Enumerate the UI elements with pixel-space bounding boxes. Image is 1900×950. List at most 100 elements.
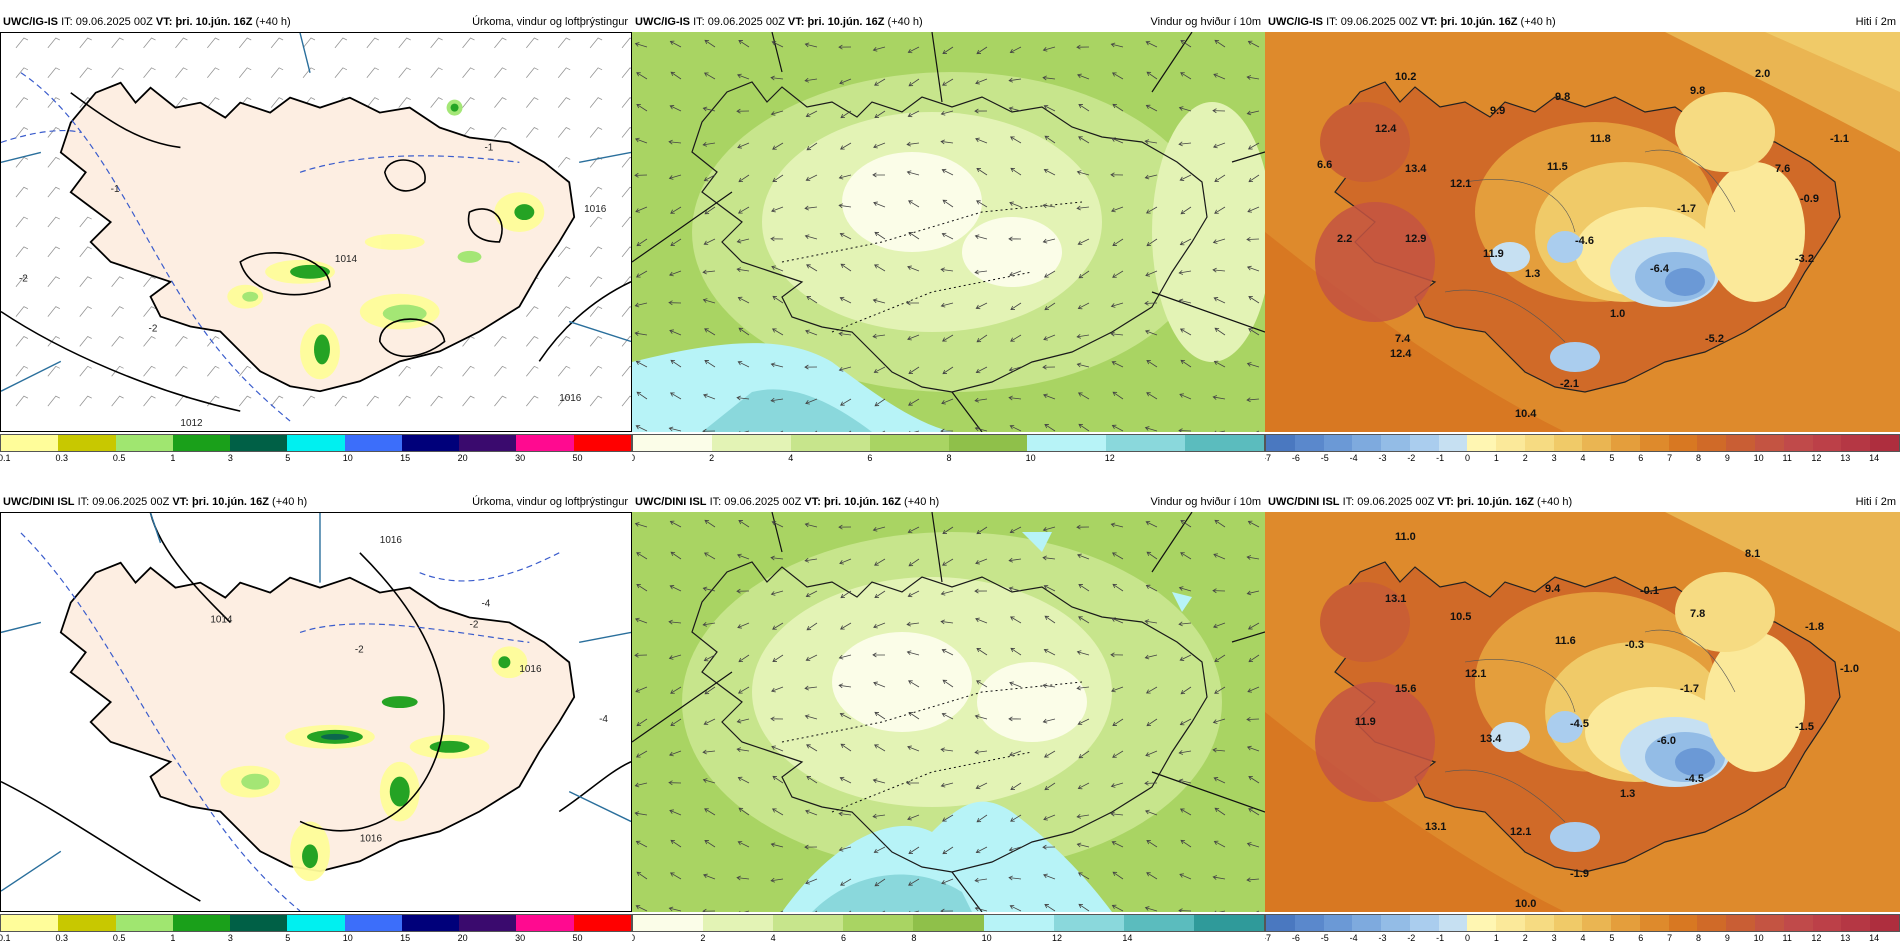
wind-arrow <box>1112 750 1124 758</box>
wind-barb <box>15 67 29 79</box>
wind-arrow <box>1077 73 1090 80</box>
wind-arrow <box>738 654 750 663</box>
wind-arrow <box>1213 360 1226 368</box>
wind-arrow <box>1042 844 1056 850</box>
wind-arrow <box>669 750 682 757</box>
temp-value-label: 10.4 <box>1515 408 1537 420</box>
temp-value-label: -2.1 <box>1560 378 1579 390</box>
wind-arrow <box>1248 776 1260 784</box>
wind-barb <box>494 335 507 347</box>
wind-arrow <box>1078 583 1090 592</box>
it-label: IT: <box>1326 16 1338 28</box>
colorbar-label: 8 <box>1695 933 1701 943</box>
colorbar-swatch <box>843 915 914 931</box>
colorbar-swatch <box>1553 915 1583 931</box>
wind-arrow <box>702 622 716 627</box>
colorbar-swatch <box>1 435 59 451</box>
wind-arrow <box>838 331 852 337</box>
isotherm-label: -2 <box>470 619 479 630</box>
wind-arrow <box>1043 814 1056 821</box>
wind-arrow <box>906 650 920 656</box>
wind-arrow <box>804 522 818 528</box>
wind-barb <box>238 67 252 79</box>
temp-value-label: 9.8 <box>1690 85 1705 97</box>
colorbar-swatch <box>401 435 460 451</box>
colorbar-swatch <box>1496 915 1525 931</box>
wind-arrow <box>1146 392 1158 400</box>
wind-arrow <box>1077 872 1090 880</box>
wind-arrow <box>804 205 818 211</box>
wind-arrow <box>940 908 954 912</box>
temp-value-label: 11.6 <box>1555 635 1576 647</box>
wind-arrow <box>1180 72 1192 80</box>
wind-barb <box>621 365 631 377</box>
wind-arrow <box>873 681 886 688</box>
wind-arrow <box>975 137 988 144</box>
wind-barb <box>175 335 188 347</box>
colorbar-swatch <box>344 435 402 451</box>
wind-arrow <box>976 647 988 656</box>
wind-barb <box>15 395 29 407</box>
wind-arrow <box>635 840 648 848</box>
wind-arrow <box>1255 910 1260 912</box>
wind-barb <box>15 127 29 138</box>
colorbar-label: 13 <box>1840 933 1851 943</box>
temp-value-label: 2.0 <box>1755 68 1770 80</box>
wind-arrow <box>1178 428 1192 432</box>
wind-arrow <box>840 398 852 406</box>
wind-barb <box>589 97 603 108</box>
colorbar-swatch <box>1266 435 1295 451</box>
wind-arrow <box>1112 583 1124 592</box>
colorbar-swatch <box>1668 435 1698 451</box>
wind-arrow <box>1179 328 1192 336</box>
colorbar-swatch <box>115 435 173 451</box>
colorbar-label: 9 <box>1724 933 1730 943</box>
colorbar-label: 2 <box>1522 453 1528 463</box>
temp-value-label: -1.7 <box>1680 683 1699 695</box>
isotherm-label: -2 <box>149 324 158 335</box>
wind-arrow <box>872 526 886 532</box>
colorbar-label: 10 <box>981 933 992 943</box>
wind-arrow <box>838 174 852 180</box>
wind-arrow <box>1246 265 1260 272</box>
wind-arrow <box>1008 106 1022 112</box>
wind-arrow <box>770 110 784 116</box>
wind-arrow <box>636 871 648 880</box>
wind-arrow <box>1043 334 1056 341</box>
wind-barb <box>15 306 29 317</box>
wind-arrow <box>1078 270 1090 279</box>
colorbar-label: 13 <box>1840 453 1851 463</box>
isobar-label: 1016 <box>360 833 383 844</box>
colorbar-swatch <box>459 435 517 451</box>
wind-arrow <box>736 108 750 114</box>
colorbar-swatch <box>1352 435 1382 451</box>
it-label: IT: <box>61 16 73 28</box>
wind-arrow <box>941 712 954 720</box>
wind-barb <box>47 276 60 287</box>
wind-barb <box>589 395 603 407</box>
colorbar-label: 2 <box>1522 933 1528 943</box>
wind-barb <box>526 335 539 347</box>
wind-arrow <box>908 878 920 886</box>
temp-colorbar <box>1265 434 1900 452</box>
colorbar-label: 10 <box>1025 453 1036 463</box>
wind-barb <box>621 156 631 168</box>
wind-arrow <box>976 167 988 176</box>
colorbar-label: 30 <box>515 933 526 943</box>
wind-arrow <box>1076 170 1090 176</box>
colorbar-swatch <box>1352 915 1382 931</box>
wind-arrow <box>670 551 682 560</box>
wind-arrow <box>840 110 852 119</box>
wind-barb <box>589 365 603 377</box>
wind-arrow <box>839 558 852 565</box>
wind-arrow <box>1078 616 1090 624</box>
wind-barb <box>175 365 188 377</box>
wind-barb <box>430 67 443 79</box>
wind-arrow <box>1144 174 1158 180</box>
wind-arrow <box>1110 782 1124 788</box>
colorbar-label: 4 <box>1580 453 1586 463</box>
wind-arrow <box>941 232 954 240</box>
colorbar-label: 12 <box>1811 453 1822 463</box>
wind-arrow <box>1179 654 1192 661</box>
wind-panel-top: UWC/IG-IS IT: 09.06.2025 00Z VT: þri. 10… <box>632 12 1265 474</box>
